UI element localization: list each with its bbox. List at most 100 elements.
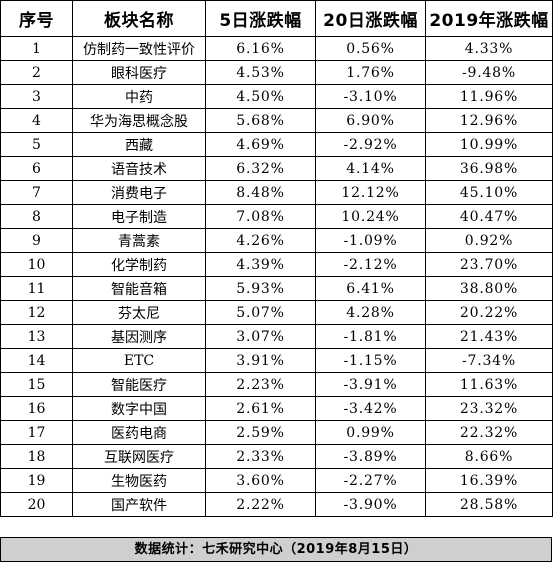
table-row: 13 基因测序 3.07% -1.81% 21.43%: [0, 324, 553, 349]
change-ytd-cell: 21.43%: [425, 324, 553, 349]
sector-name-cell: 国产软件: [72, 492, 206, 517]
table-row: 7 消费电子 8.48% 12.12% 45.10%: [0, 180, 553, 205]
rank-cell: 18: [0, 444, 73, 469]
change-5day-cell: 3.60%: [205, 468, 316, 493]
change-20day-cell: 0.56%: [315, 36, 426, 61]
change-ytd-cell: 28.58%: [425, 492, 553, 517]
rank-cell: 6: [0, 156, 73, 181]
table-row: 3 中药 4.50% -3.10% 11.96%: [0, 84, 553, 109]
rank-cell: 11: [0, 276, 73, 301]
header-ytd-2019-change: 2019年涨跌幅: [425, 0, 553, 37]
rank-cell: 2: [0, 60, 73, 85]
change-ytd-cell: 11.63%: [425, 372, 553, 397]
change-ytd-cell: 45.10%: [425, 180, 553, 205]
header-5day-change: 5日涨跌幅: [205, 0, 316, 37]
sector-name-cell: 中药: [72, 84, 206, 109]
table-row: 12 芬太尼 5.07% 4.28% 20.22%: [0, 300, 553, 325]
change-ytd-cell: 38.80%: [425, 276, 553, 301]
change-5day-cell: 5.93%: [205, 276, 316, 301]
change-5day-cell: 5.07%: [205, 300, 316, 325]
change-ytd-cell: 40.47%: [425, 204, 553, 229]
rank-cell: 1: [0, 36, 73, 61]
change-ytd-cell: 36.98%: [425, 156, 553, 181]
change-20day-cell: 6.41%: [315, 276, 426, 301]
rank-cell: 3: [0, 84, 73, 109]
change-5day-cell: 2.22%: [205, 492, 316, 517]
header-sector-name: 板块名称: [72, 0, 206, 37]
change-ytd-cell: 23.32%: [425, 396, 553, 421]
change-20day-cell: -2.12%: [315, 252, 426, 277]
sector-name-cell: 语音技术: [72, 156, 206, 181]
rank-cell: 4: [0, 108, 73, 133]
rank-cell: 8: [0, 204, 73, 229]
table-row: 16 数字中国 2.61% -3.42% 23.32%: [0, 396, 553, 421]
sector-table: 序号 板块名称 5日涨跌幅 20日涨跌幅 2019年涨跌幅 1 仿制药一致性评价 6…: [0, 0, 553, 517]
change-ytd-cell: 10.99%: [425, 132, 553, 157]
change-5day-cell: 2.59%: [205, 420, 316, 445]
sector-name-cell: 生物医药: [72, 468, 206, 493]
change-5day-cell: 5.68%: [205, 108, 316, 133]
change-5day-cell: 2.23%: [205, 372, 316, 397]
rank-cell: 20: [0, 492, 73, 517]
change-5day-cell: 4.39%: [205, 252, 316, 277]
change-ytd-cell: 11.96%: [425, 84, 553, 109]
table-row: 18 互联网医疗 2.33% -3.89% 8.66%: [0, 444, 553, 469]
rank-cell: 5: [0, 132, 73, 157]
change-20day-cell: -1.81%: [315, 324, 426, 349]
table-row: 15 智能医疗 2.23% -3.91% 11.63%: [0, 372, 553, 397]
change-5day-cell: 4.53%: [205, 60, 316, 85]
table-row: 6 语音技术 6.32% 4.14% 36.98%: [0, 156, 553, 181]
sector-name-cell: 青蒿素: [72, 228, 206, 253]
change-ytd-cell: 8.66%: [425, 444, 553, 469]
sector-name-cell: 电子制造: [72, 204, 206, 229]
change-20day-cell: -1.09%: [315, 228, 426, 253]
table-row: 11 智能音箱 5.93% 6.41% 38.80%: [0, 276, 553, 301]
sector-name-cell: 数字中国: [72, 396, 206, 421]
change-5day-cell: 3.91%: [205, 348, 316, 373]
rank-cell: 19: [0, 468, 73, 493]
change-ytd-cell: 22.32%: [425, 420, 553, 445]
table-row: 1 仿制药一致性评价 6.16% 0.56% 4.33%: [0, 36, 553, 61]
change-ytd-cell: 4.33%: [425, 36, 553, 61]
sector-name-cell: 芬太尼: [72, 300, 206, 325]
header-row: 序号 板块名称 5日涨跌幅 20日涨跌幅 2019年涨跌幅: [0, 0, 553, 37]
table-row: 20 国产软件 2.22% -3.90% 28.58%: [0, 492, 553, 517]
table-row: 2 眼科医疗 4.53% 1.76% -9.48%: [0, 60, 553, 85]
sector-name-cell: 仿制药一致性评价: [72, 36, 206, 61]
change-20day-cell: 1.76%: [315, 60, 426, 85]
change-ytd-cell: 16.39%: [425, 468, 553, 493]
rank-cell: 14: [0, 348, 73, 373]
change-ytd-cell: 12.96%: [425, 108, 553, 133]
rank-cell: 9: [0, 228, 73, 253]
change-20day-cell: 4.14%: [315, 156, 426, 181]
data-source-footer: 数据统计：七禾研究中心（2019年8月15日）: [0, 537, 552, 562]
change-ytd-cell: -9.48%: [425, 60, 553, 85]
header-rank: 序号: [0, 0, 73, 37]
sector-name-cell: 互联网医疗: [72, 444, 206, 469]
sector-name-cell: 基因测序: [72, 324, 206, 349]
change-20day-cell: -3.90%: [315, 492, 426, 517]
rank-cell: 15: [0, 372, 73, 397]
change-20day-cell: -2.27%: [315, 468, 426, 493]
change-ytd-cell: 0.92%: [425, 228, 553, 253]
header-20day-change: 20日涨跌幅: [315, 0, 426, 37]
change-5day-cell: 7.08%: [205, 204, 316, 229]
change-20day-cell: 0.99%: [315, 420, 426, 445]
table-row: 19 生物医药 3.60% -2.27% 16.39%: [0, 468, 553, 493]
change-5day-cell: 4.26%: [205, 228, 316, 253]
change-20day-cell: 6.90%: [315, 108, 426, 133]
change-ytd-cell: 23.70%: [425, 252, 553, 277]
table-body: 1 仿制药一致性评价 6.16% 0.56% 4.33% 2 眼科医疗 4.53% 1.76% -…: [0, 36, 553, 517]
change-5day-cell: 6.32%: [205, 156, 316, 181]
rank-cell: 12: [0, 300, 73, 325]
change-5day-cell: 4.69%: [205, 132, 316, 157]
table-row: 14 ETC 3.91% -1.15% -7.34%: [0, 348, 553, 373]
change-5day-cell: 2.33%: [205, 444, 316, 469]
change-20day-cell: -3.89%: [315, 444, 426, 469]
table-row: 10 化学制药 4.39% -2.12% 23.70%: [0, 252, 553, 277]
table-row: 5 西藏 4.69% -2.92% 10.99%: [0, 132, 553, 157]
change-ytd-cell: -7.34%: [425, 348, 553, 373]
sector-name-cell: 医药电商: [72, 420, 206, 445]
rank-cell: 7: [0, 180, 73, 205]
